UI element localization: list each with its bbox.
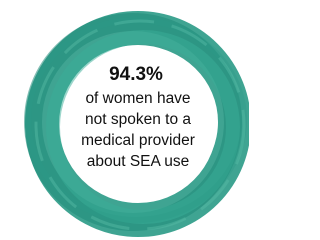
caption-line: medical provider [81,132,195,149]
caption-line: of women have [85,90,190,107]
stat-value: 94.3% [109,64,163,85]
caption-line: about SEA use [87,153,190,170]
caption-line: not spoken to a [85,111,191,128]
infographic: 94.3% of women have not spoken to a medi… [0,0,249,240]
page: {"stat": {"value": "94.3%", "caption_lin… [0,0,249,240]
